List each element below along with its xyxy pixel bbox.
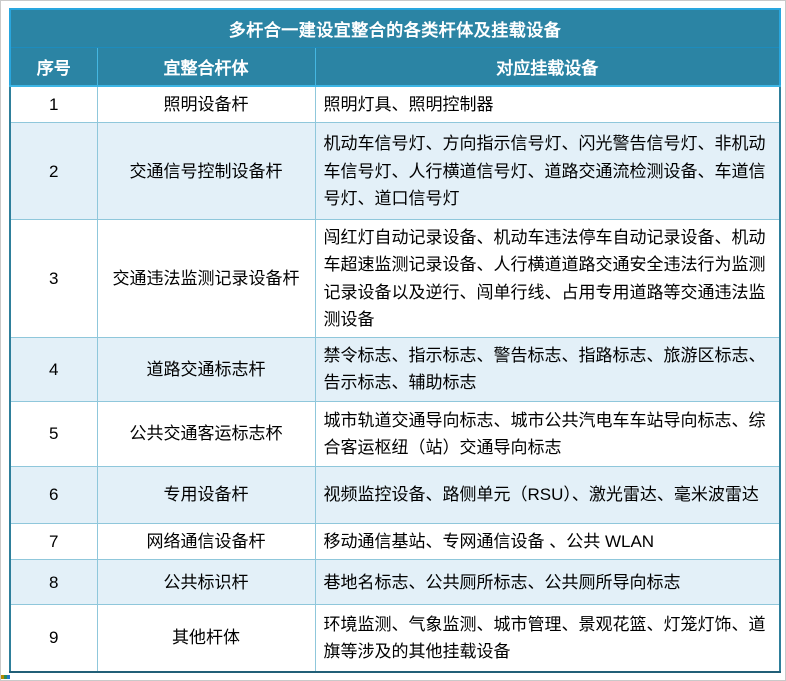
serial-number-cell: 1 [9,85,98,124]
table-row: 7 网络通信设备杆 移动通信基站、专网通信设备 、公共 WLAN [9,522,781,561]
serial-number-cell: 9 [9,604,98,673]
serial-number-cell: 8 [9,559,98,606]
header-pole-type: 宜整合杆体 [97,46,316,87]
pole-type-cell: 公共交通客运标志杯 [96,400,316,467]
serial-number-cell: 4 [9,336,98,402]
table-row: 4 道路交通标志杆 禁令标志、指示标志、警告标志、指路标志、旅游区标志、告示标志… [9,336,781,402]
pole-type-cell: 网络通信设备杆 [96,522,316,561]
table-row: 9 其他杆体 环境监测、气象监测、城市管理、景观花篮、灯笼灯饰、道旗等涉及的其他… [9,604,781,673]
mounted-devices-cell: 移动通信基站、专网通信设备 、公共 WLAN [314,522,781,561]
mounted-devices-cell: 禁令标志、指示标志、警告标志、指路标志、旅游区标志、告示标志、辅助标志 [314,336,781,402]
table-row: 8 公共标识杆 巷地名标志、公共厕所标志、公共厕所导向标志 [9,559,781,606]
mounted-devices-cell: 巷地名标志、公共厕所标志、公共厕所导向标志 [314,559,781,606]
table-row: 2 交通信号控制设备杆 机动车信号灯、方向指示信号灯、闪光警告信号灯、非机动车信… [9,122,781,221]
mounted-devices-cell: 环境监测、气象监测、城市管理、景观花篮、灯笼灯饰、道旗等涉及的其他挂载设备 [314,604,781,673]
serial-number-cell: 5 [9,400,98,467]
table-row: 1 照明设备杆 照明灯具、照明控制器 [9,85,781,124]
table-row: 5 公共交通客运标志杯 城市轨道交通导向标志、城市公共汽电车车站导向标志、综合客… [9,400,781,467]
corner-pixel-artifact [1,675,10,679]
pole-type-cell: 交通违法监测记录设备杆 [96,219,316,338]
serial-number-cell: 3 [9,219,98,338]
pole-type-cell: 专用设备杆 [96,465,316,524]
serial-number-cell: 6 [9,465,98,524]
header-serial-number: 序号 [9,46,98,87]
table-title-row: 多杆合一建设宜整合的各类杆体及挂载设备 [9,8,781,48]
mounted-devices-cell: 视频监控设备、路侧单元（RSU）、激光雷达、毫米波雷达 [314,465,781,524]
pole-type-cell: 照明设备杆 [96,85,316,124]
mounted-devices-cell: 机动车信号灯、方向指示信号灯、闪光警告信号灯、非机动车信号灯、人行横道信号灯、道… [314,122,781,221]
pole-type-cell: 交通信号控制设备杆 [96,122,316,221]
pole-integration-table: 多杆合一建设宜整合的各类杆体及挂载设备 序号 宜整合杆体 对应挂载设备 1 照明… [9,8,781,673]
pole-type-cell: 公共标识杆 [96,559,316,606]
pole-type-cell: 其他杆体 [96,604,316,673]
mounted-devices-cell: 闯红灯自动记录设备、机动车违法停车自动记录设备、机动车超速监测记录设备、人行横道… [314,219,781,338]
table-row: 6 专用设备杆 视频监控设备、路侧单元（RSU）、激光雷达、毫米波雷达 [9,465,781,524]
mounted-devices-cell: 照明灯具、照明控制器 [314,85,781,124]
pole-type-cell: 道路交通标志杆 [96,336,316,402]
serial-number-cell: 7 [9,522,98,561]
table-title: 多杆合一建设宜整合的各类杆体及挂载设备 [9,8,781,48]
table-row: 3 交通违法监测记录设备杆 闯红灯自动记录设备、机动车违法停车自动记录设备、机动… [9,219,781,338]
mounted-devices-cell: 城市轨道交通导向标志、城市公共汽电车车站导向标志、综合客运枢纽（站）交通导向标志 [314,400,781,467]
serial-number-cell: 2 [9,122,98,221]
header-mounted-devices: 对应挂载设备 [315,46,781,87]
table-header-row: 序号 宜整合杆体 对应挂载设备 [9,46,781,87]
